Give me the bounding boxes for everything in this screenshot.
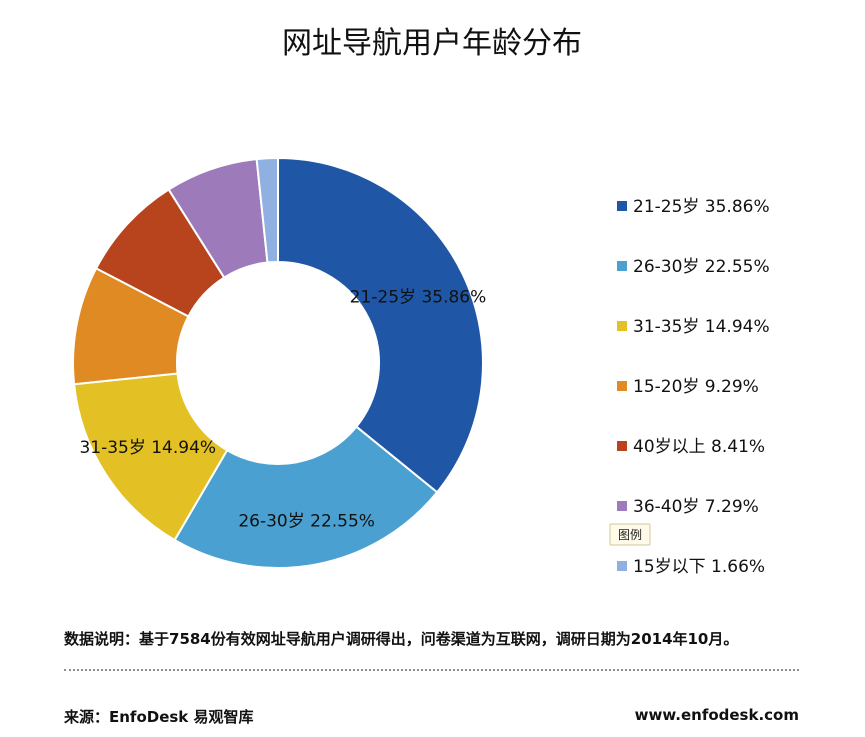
slice-21-25岁 [277, 156, 484, 494]
slice-label-26-30岁: 26-30岁 22.55% [238, 511, 375, 531]
data-note: 数据说明：基于7584份有效网址导航用户调研得出，问卷渠道为互联网，调研日期为2… [64, 630, 739, 648]
slice-26-30岁 [173, 425, 439, 569]
slice-labels: 21-25岁 35.86% 26-30岁 22.55% 31-35岁 14.94% [79, 287, 486, 531]
data-source: 来源：EnfoDesk 易观智库 [64, 708, 254, 726]
chart-title: 网址导航用户年龄分布 [282, 26, 582, 61]
slice-15岁以下 [255, 156, 279, 264]
legend-swatch-21-25岁 [617, 201, 627, 211]
legend-label-15岁以下: 15岁以下 1.66% [633, 557, 765, 577]
legend-label-21-25岁: 21-25岁 35.86% [633, 197, 770, 217]
legend-swatch-31-35岁 [617, 321, 627, 331]
legend-label-40岁以上: 40岁以上 8.41% [633, 437, 765, 457]
legend-swatch-26-30岁 [617, 261, 627, 271]
legend-label-31-35岁: 31-35岁 14.94% [633, 317, 770, 337]
legend-swatch-40岁以上 [617, 441, 627, 451]
legend-label-15-20岁: 15-20岁 9.29% [633, 377, 759, 397]
slice-label-21-25岁: 21-25岁 35.86% [350, 287, 487, 307]
legend-label-26-30岁: 26-30岁 22.55% [633, 257, 770, 277]
legend-label-36-40岁: 36-40岁 7.29% [633, 497, 759, 517]
legend-swatch-15-20岁 [617, 381, 627, 391]
tooltip-text: 图例 [618, 528, 642, 542]
legend: 21-25岁 35.86% 26-30岁 22.55% 31-35岁 14.94% 1… [617, 197, 770, 577]
tooltip-box [609, 523, 651, 546]
legend-swatch-36-40岁 [617, 501, 627, 511]
legend-tooltip: 图例 [609, 523, 651, 546]
legend-swatch-15岁以下 [617, 561, 627, 571]
footer-divider [64, 669, 799, 671]
website-link[interactable]: www.enfodesk.com [634, 706, 799, 724]
donut-slices [72, 156, 484, 569]
slice-label-31-35岁: 31-35岁 14.94% [79, 438, 216, 458]
slice-31-35岁 [73, 372, 229, 542]
